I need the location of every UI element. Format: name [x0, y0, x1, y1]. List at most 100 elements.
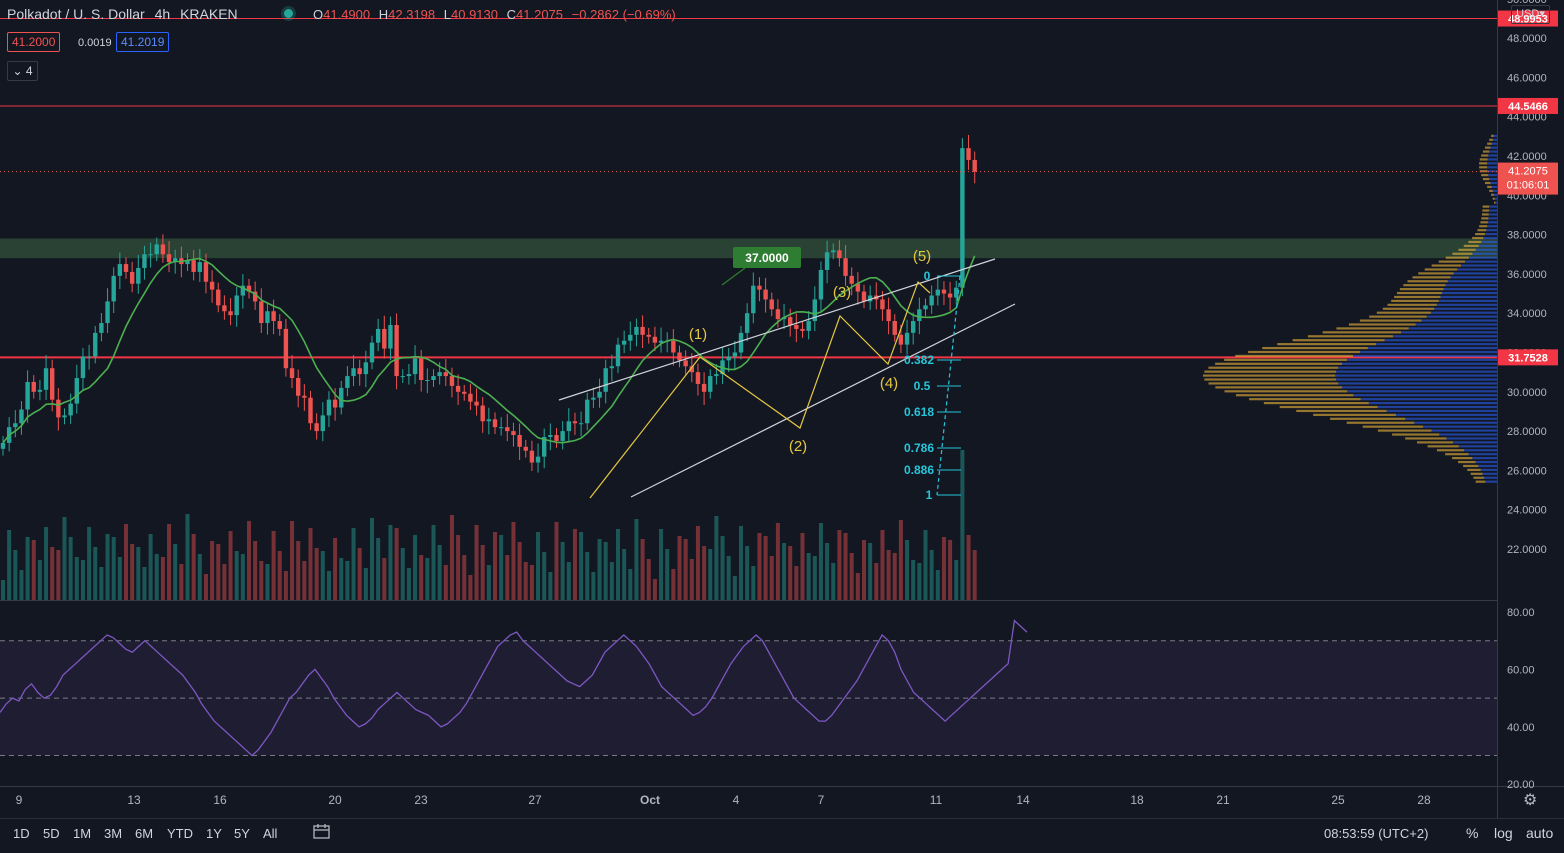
profile-bar-down — [1479, 166, 1488, 169]
profile-bar-up — [1353, 354, 1497, 358]
profile-bar-up — [1461, 264, 1497, 267]
fib-level-label: 0 — [924, 269, 931, 283]
profile-bar-up — [1447, 280, 1497, 283]
candle-body — [843, 258, 848, 276]
candle-body — [751, 285, 756, 314]
symbol-header[interactable]: Polkadot / U. S. Dollar 4h KRAKEN — [7, 6, 244, 22]
profile-bar-up — [1458, 445, 1497, 448]
zone-label: 37.0000 — [721, 247, 801, 286]
timeframe-6m[interactable]: 6M — [135, 826, 154, 841]
candle-body — [185, 260, 190, 265]
candle-body — [554, 435, 559, 441]
volume-bar — [966, 535, 971, 600]
indicators-toggle[interactable]: ⌄ 4 — [7, 61, 38, 81]
volume-bar — [739, 526, 743, 600]
profile-bar-up — [1342, 386, 1497, 389]
time-tick-label: 11 — [930, 793, 943, 807]
clock-readout[interactable]: 08:53:59 (UTC+2) — [1324, 826, 1429, 841]
candle-body — [326, 399, 332, 416]
profile-bar-down — [1436, 449, 1464, 452]
volume-bar — [99, 567, 104, 600]
profile-bar-up — [1441, 291, 1497, 295]
candle-body — [683, 360, 688, 367]
timeframe-ytd[interactable]: YTD — [167, 826, 193, 841]
profile-bar-down — [1235, 354, 1354, 358]
settings-gear-icon[interactable]: ⚙ — [1523, 792, 1538, 809]
volume-bar — [7, 530, 12, 600]
currency-selector[interactable]: USD▾ — [1511, 5, 1550, 24]
candle-body — [222, 305, 227, 312]
fib-level-label: 0.786 — [904, 441, 934, 455]
profile-bar-down — [1215, 386, 1343, 389]
volume-bar — [529, 565, 534, 600]
percent-toggle[interactable]: % — [1466, 825, 1479, 841]
volume-bar — [585, 552, 590, 600]
volume-bar — [462, 555, 467, 600]
volume-bar — [523, 562, 528, 600]
auto-toggle[interactable]: auto — [1526, 825, 1554, 841]
timeframe-5d[interactable]: 5D — [43, 826, 60, 841]
profile-bar-up — [1401, 331, 1497, 334]
timeframe-3m[interactable]: 3M — [104, 826, 123, 841]
profile-bar-down — [1322, 331, 1402, 334]
profile-bar-down — [1202, 374, 1336, 377]
timeframe-1y[interactable]: 1Y — [206, 826, 222, 841]
timeframe-1d[interactable]: 1D — [13, 826, 30, 841]
candle-body — [449, 376, 455, 386]
date-range-icon[interactable] — [313, 824, 331, 840]
timeframe-all[interactable]: All — [263, 826, 278, 841]
volume-bar — [185, 514, 190, 600]
volume-bar — [505, 555, 510, 600]
candle-body — [412, 358, 418, 375]
profile-bar-down — [1396, 291, 1442, 295]
profile-bar-down — [1481, 213, 1489, 216]
market-live-icon — [284, 9, 293, 18]
volume-bar — [480, 545, 485, 600]
candle-body — [769, 299, 774, 310]
rsi-tick-label: 80.00 — [1507, 607, 1535, 619]
profile-bar-down — [1330, 417, 1406, 420]
candle-body — [812, 299, 817, 322]
volume-bar — [782, 543, 787, 600]
log-toggle[interactable]: log — [1494, 825, 1513, 841]
volume-bar — [326, 571, 331, 600]
candle-body — [173, 258, 178, 263]
candle-body — [68, 403, 73, 416]
profile-bar-down — [1482, 205, 1490, 208]
timeframe-1m[interactable]: 1M — [73, 826, 92, 841]
candle-body — [886, 309, 891, 322]
profile-bar-up — [1489, 150, 1497, 153]
bid-price[interactable]: 41.2000 — [7, 32, 61, 52]
level-price-tag-label: 48.9953 — [1508, 14, 1548, 26]
profile-bar-up — [1341, 362, 1497, 365]
profile-bar-up — [1488, 217, 1497, 220]
candle-body — [320, 415, 325, 432]
profile-bar-down — [1235, 394, 1354, 397]
price-tick-label: 46.0000 — [1507, 72, 1547, 84]
candle-body — [935, 289, 940, 296]
candle-body — [947, 293, 953, 298]
candle-body — [658, 340, 664, 343]
candle-body — [800, 328, 805, 331]
ohlc-readout: O41.4900 H42.3198 L40.9130 C41.2075 −0.2… — [313, 7, 676, 22]
ask-price[interactable]: 41.2019 — [116, 32, 170, 52]
volume-bar — [560, 542, 565, 600]
volume-bar — [683, 539, 688, 600]
candle-body — [425, 380, 430, 382]
candle-body — [332, 399, 338, 408]
profile-bar-up — [1360, 398, 1497, 401]
profile-bar-down — [1481, 154, 1489, 157]
volume-bar — [935, 570, 940, 600]
profile-bar-down — [1452, 457, 1473, 460]
profile-bar-down — [1248, 350, 1361, 354]
zone-label-bg — [733, 247, 801, 268]
level-price-tag — [1498, 349, 1558, 366]
price-tick-label: 30.0000 — [1507, 387, 1547, 399]
volume-bar — [726, 556, 731, 600]
volume-bar — [130, 544, 135, 600]
volume-bar — [449, 515, 454, 600]
timeframe-5y[interactable]: 5Y — [234, 826, 250, 841]
volume-bar — [296, 541, 301, 600]
candle-body — [535, 456, 541, 463]
